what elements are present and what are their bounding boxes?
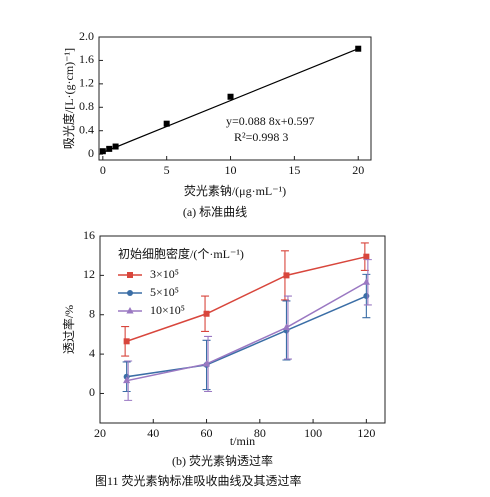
marker xyxy=(163,120,170,127)
x-tick-label: 80 xyxy=(254,426,266,440)
marker xyxy=(127,272,133,278)
y-tick-label: 0 xyxy=(88,146,94,160)
x-tick-label: 0 xyxy=(100,163,106,177)
series-line xyxy=(126,295,367,378)
legend-title: 初始细胞密度/(个·mL⁻¹) xyxy=(118,246,244,261)
marker xyxy=(363,253,370,260)
y-tick-label: 0.8 xyxy=(79,99,94,113)
y-tick-label: 4 xyxy=(89,346,95,360)
marker xyxy=(355,45,362,52)
marker xyxy=(203,310,210,317)
marker xyxy=(99,148,106,155)
chart-caption: (a) 标准曲线 xyxy=(183,205,247,219)
marker xyxy=(282,323,291,331)
plot-frame xyxy=(99,235,386,424)
y-tick-label: 16 xyxy=(83,228,95,242)
marker xyxy=(123,338,130,345)
y-tick-label: 2.0 xyxy=(79,29,94,43)
y-tick-label: 12 xyxy=(83,267,95,281)
legend-label: 3×10⁵ xyxy=(150,267,179,281)
y-tick-label: 1.2 xyxy=(79,76,94,90)
marker xyxy=(363,293,370,300)
x-tick-label: 60 xyxy=(201,426,213,440)
x-tick-label: 20 xyxy=(352,163,364,177)
y-tick-label: 0.4 xyxy=(79,122,94,136)
y-axis-label: 透过率/% xyxy=(61,305,76,354)
legend-label: 10×10⁵ xyxy=(150,303,185,317)
marker xyxy=(106,145,113,152)
figure-caption: 图11 荧光素钠标准吸收曲线及其透过率 xyxy=(95,473,302,488)
r-squared: R²=0.998 3 xyxy=(234,130,288,144)
series-line xyxy=(126,255,367,343)
marker xyxy=(126,307,134,314)
series-line xyxy=(126,281,367,382)
y-tick-label: 1.6 xyxy=(79,52,94,66)
x-tick-label: 20 xyxy=(94,426,106,440)
fit-line xyxy=(102,48,359,153)
x-tick-label: 15 xyxy=(288,163,300,177)
x-tick-label: 40 xyxy=(147,426,159,440)
marker xyxy=(227,93,234,100)
marker xyxy=(283,272,290,279)
y-tick-label: 0 xyxy=(89,385,95,399)
x-tick-label: 5 xyxy=(164,163,170,177)
x-axis-label: t/min xyxy=(230,434,255,448)
marker xyxy=(123,376,131,384)
x-tick-label: 120 xyxy=(357,426,375,440)
marker xyxy=(112,143,119,150)
legend-label: 5×10⁵ xyxy=(150,285,179,299)
marker xyxy=(362,278,370,285)
y-tick-label: 8 xyxy=(89,306,95,320)
marker xyxy=(127,290,133,296)
x-axis-label: 荧光素钠/(μg·mL⁻¹) xyxy=(184,183,286,198)
y-axis-label: 吸光度/[L·(g·cm)⁻¹] xyxy=(61,48,76,149)
x-tick-label: 100 xyxy=(304,426,322,440)
plot-frame xyxy=(98,36,372,161)
equation: y=0.088 8x+0.597 xyxy=(226,114,315,128)
marker xyxy=(202,359,211,367)
chart-caption: (b) 荧光素钠透过率 xyxy=(172,453,273,468)
x-tick-label: 10 xyxy=(225,163,237,177)
